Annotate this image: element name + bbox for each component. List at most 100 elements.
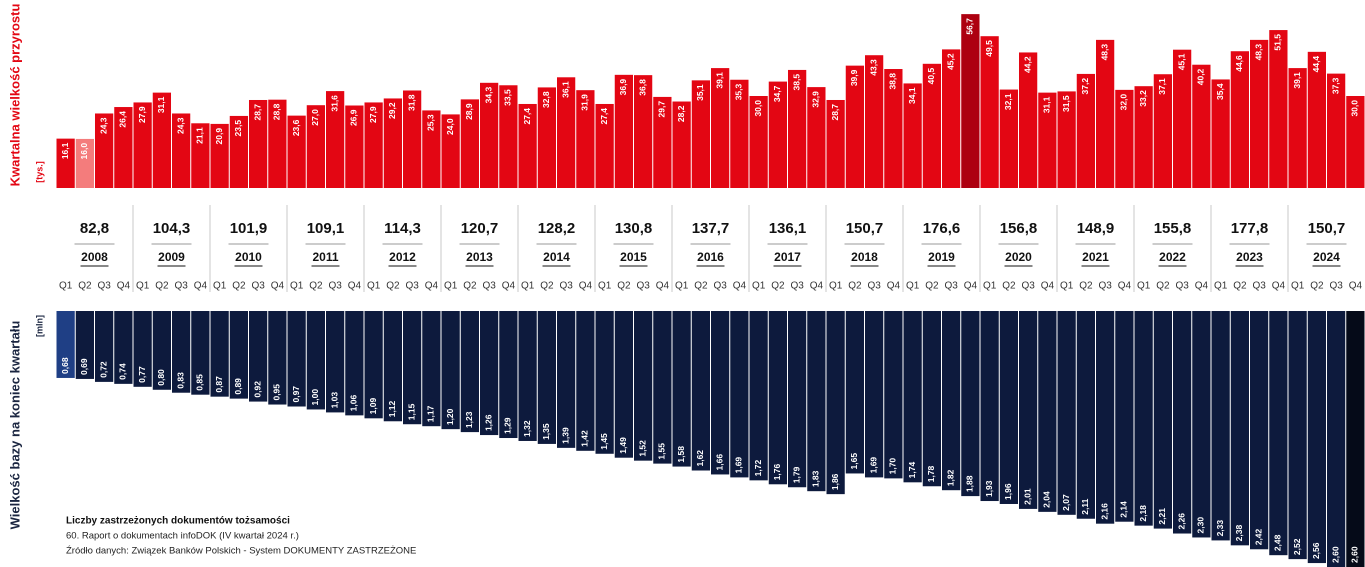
quarter-label: Q1 [136, 281, 150, 292]
year-label: 2017 [774, 250, 801, 264]
bar [383, 311, 402, 422]
quarter-label: Q1 [213, 281, 227, 292]
year-total: 104,3 [153, 220, 191, 237]
value-label: 28,7 [830, 104, 840, 121]
unit-label: [tys.] [34, 161, 44, 183]
value-label: 1,96 [1003, 483, 1013, 500]
value-label: 36,9 [618, 79, 628, 96]
quarter-label: Q2 [540, 281, 554, 292]
quarter-label: Q1 [829, 281, 843, 292]
value-label: 40,2 [1196, 68, 1206, 85]
bar [287, 311, 306, 407]
unit-label: [mln] [34, 315, 44, 337]
bar [422, 110, 441, 188]
value-label: 44,6 [1234, 55, 1244, 72]
bar [1346, 96, 1365, 188]
bar [249, 311, 268, 402]
value-label: 51,5 [1273, 34, 1283, 51]
bar [557, 311, 576, 448]
bar [1115, 89, 1134, 188]
bar [691, 311, 710, 471]
value-label: 0,74 [118, 363, 128, 380]
quarter-label: Q4 [1195, 281, 1209, 292]
bar [441, 114, 460, 188]
value-label: 0,68 [60, 357, 70, 374]
bar [460, 99, 479, 188]
value-label: 24,3 [98, 117, 108, 134]
bar [364, 311, 383, 419]
year-total: 114,3 [384, 220, 421, 237]
value-label: 30,0 [1350, 100, 1360, 117]
bar [1269, 30, 1288, 188]
quarter-label: Q3 [867, 281, 881, 292]
bar [942, 311, 961, 491]
value-label: 0,92 [252, 381, 262, 398]
footer-title: Liczby zastrzeżonych dokumentów tożsamoś… [66, 516, 290, 527]
value-label: 1,45 [599, 433, 609, 450]
quarter-label: Q1 [444, 281, 458, 292]
value-label: 2,48 [1273, 534, 1283, 551]
year-total: 120,7 [461, 220, 499, 237]
value-label: 29,2 [387, 102, 397, 119]
value-label: 2,11 [1080, 498, 1090, 514]
bar [845, 311, 864, 474]
bar [1038, 92, 1057, 188]
bar [653, 311, 672, 464]
bar [768, 81, 787, 188]
footer-report: 60. Raport o dokumentach infoDOK (IV kwa… [66, 531, 299, 542]
value-label: 1,09 [368, 398, 378, 415]
value-label: 1,69 [734, 457, 744, 474]
year-label: 2011 [312, 250, 338, 264]
bar [634, 311, 653, 461]
quarter-label: Q4 [1118, 281, 1132, 292]
year-total: 177,8 [1231, 220, 1269, 237]
value-label: 37,3 [1330, 77, 1340, 94]
quarter-label: Q4 [579, 281, 593, 292]
value-label: 2,18 [1138, 505, 1148, 522]
bar [56, 138, 75, 188]
bar [422, 311, 441, 427]
value-label: 27,4 [599, 108, 609, 125]
value-label: 31,1 [1042, 96, 1052, 113]
bar [922, 63, 941, 188]
value-label: 21,1 [195, 127, 205, 144]
quarter-label: Q3 [944, 281, 958, 292]
value-label: 37,1 [1157, 78, 1167, 95]
year-label: 2010 [235, 250, 262, 264]
value-label: 43,3 [868, 59, 878, 76]
year-total: 155,8 [1154, 220, 1192, 237]
quarter-label: Q3 [251, 281, 265, 292]
bar [980, 36, 999, 189]
bar [1192, 64, 1211, 188]
value-label: 35,3 [734, 83, 744, 100]
value-label: 37,2 [1080, 78, 1090, 95]
bar [306, 105, 325, 188]
bar [1346, 311, 1365, 567]
year-label: 2024 [1313, 250, 1340, 264]
year-label: 2021 [1082, 250, 1109, 264]
value-label: 1,62 [695, 450, 705, 467]
bar [922, 311, 941, 487]
quarter-label: Q1 [906, 281, 920, 292]
value-label: 1,55 [657, 443, 667, 460]
bar [942, 49, 961, 189]
value-label: 35,4 [1215, 83, 1225, 100]
quarter-label: Q3 [1098, 281, 1112, 292]
bar [826, 99, 845, 188]
value-label: 2,21 [1157, 508, 1167, 525]
bar [210, 311, 229, 397]
quarter-label: Q2 [1233, 281, 1247, 292]
value-label: 0,77 [137, 366, 147, 383]
value-label: 0,89 [233, 378, 243, 395]
value-label: 1,79 [791, 466, 801, 483]
value-label: 16,0 [79, 143, 89, 160]
bar [1327, 73, 1346, 188]
value-label: 35,1 [695, 84, 705, 101]
value-label: 2,26 [1176, 513, 1186, 530]
value-label: 23,6 [291, 119, 301, 136]
bar [287, 115, 306, 188]
bar [1096, 311, 1115, 524]
value-label: 1,78 [926, 465, 936, 482]
value-label: 39,9 [849, 69, 859, 86]
value-label: 31,6 [329, 95, 339, 112]
